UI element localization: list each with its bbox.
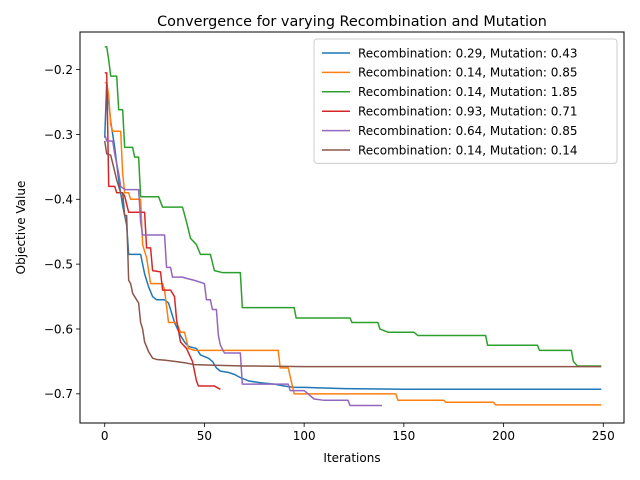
chart-title: Convergence for varying Recombination an… — [157, 14, 547, 30]
y-axis: −0.7 −0.6 −0.5 −0.4 −0.3 −0.2 — [44, 63, 80, 401]
x-tick-label: 0 — [101, 429, 109, 443]
legend-label: Recombination: 0.93, Mutation: 0.71 — [358, 105, 578, 119]
series-line-5 — [104, 134, 382, 407]
legend-label: Recombination: 0.14, Mutation: 0.14 — [358, 143, 578, 157]
x-tick-label: 250 — [592, 429, 615, 443]
axes-frame — [79, 31, 625, 424]
y-axis-label: Objective Value — [14, 181, 28, 275]
series-line-6 — [103, 140, 602, 368]
legend-label: Recombination: 0.14, Mutation: 0.85 — [358, 66, 578, 80]
legend-box — [313, 38, 618, 164]
x-tick-label: 50 — [197, 429, 212, 443]
y-tick-label: −0.2 — [44, 63, 73, 77]
series-line-3 — [104, 46, 602, 367]
legend-label: Recombination: 0.14, Mutation: 1.85 — [358, 85, 578, 99]
x-tick-label: 150 — [392, 429, 415, 443]
legend: Recombination: 0.29, Mutation: 0.43 Recom… — [313, 38, 618, 164]
legend-label: Recombination: 0.64, Mutation: 0.85 — [358, 124, 578, 138]
y-tick-label: −0.4 — [44, 193, 73, 207]
legend-label: Recombination: 0.29, Mutation: 0.43 — [358, 46, 578, 60]
x-axis: 0 50 100 150 200 250 — [101, 423, 615, 443]
y-tick-label: −0.5 — [44, 257, 73, 271]
x-tick-label: 100 — [293, 429, 316, 443]
x-axis-label: Iterations — [323, 451, 380, 465]
y-tick-label: −0.3 — [44, 128, 73, 142]
y-tick-label: −0.7 — [44, 387, 73, 401]
plot-area — [103, 46, 602, 407]
y-tick-label: −0.6 — [44, 322, 73, 336]
x-tick-label: 200 — [492, 429, 515, 443]
series-line-4 — [104, 72, 221, 390]
